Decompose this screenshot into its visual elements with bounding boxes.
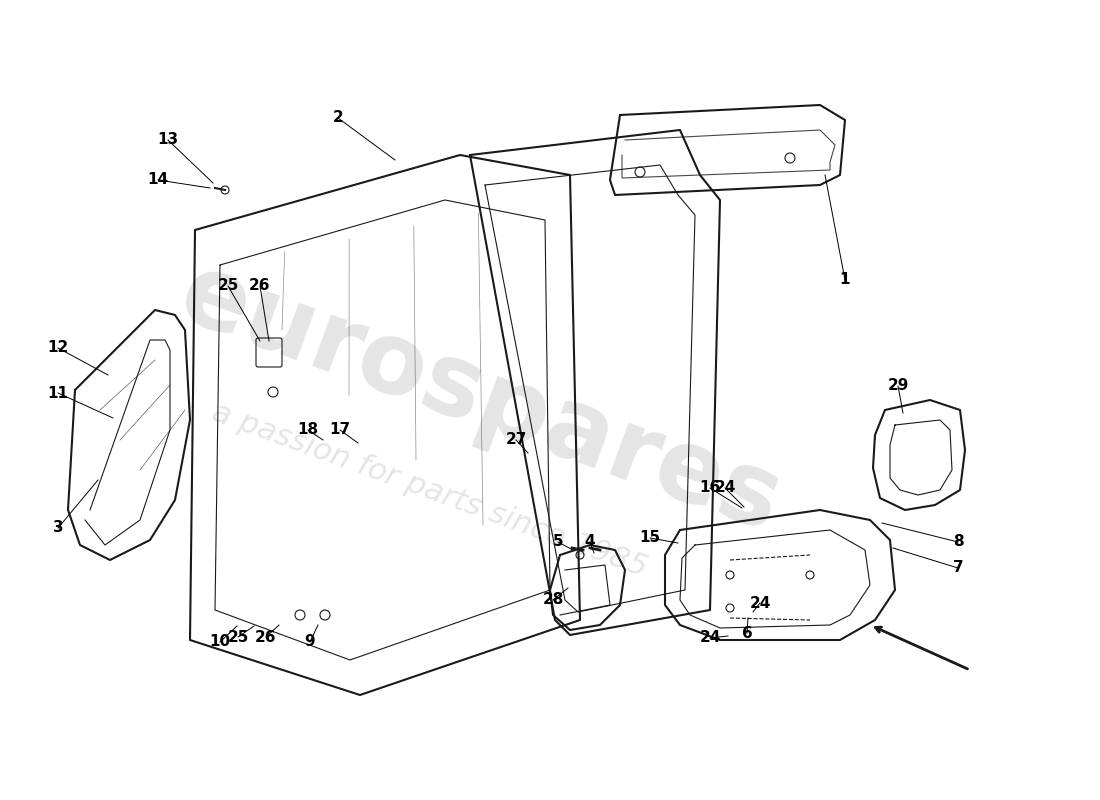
Text: 1: 1: [839, 273, 850, 287]
Text: 18: 18: [297, 422, 319, 438]
Text: 28: 28: [542, 593, 563, 607]
Text: a passion for parts since 1985: a passion for parts since 1985: [208, 398, 651, 582]
Text: 27: 27: [505, 433, 527, 447]
Text: 5: 5: [552, 534, 563, 550]
Text: 2: 2: [332, 110, 343, 126]
Text: 15: 15: [639, 530, 661, 546]
Text: 8: 8: [953, 534, 964, 550]
Text: 26: 26: [255, 630, 277, 645]
Text: 9: 9: [305, 634, 316, 650]
Text: 16: 16: [700, 481, 720, 495]
Text: 6: 6: [741, 626, 752, 641]
Text: 14: 14: [147, 173, 168, 187]
Text: 10: 10: [209, 634, 231, 650]
Text: 4: 4: [585, 534, 595, 550]
Text: 26: 26: [250, 278, 271, 294]
Text: 13: 13: [157, 133, 178, 147]
Text: 17: 17: [329, 422, 351, 438]
Text: 25: 25: [228, 630, 249, 645]
Text: 12: 12: [47, 341, 68, 355]
Text: 24: 24: [714, 481, 736, 495]
Text: eurospares: eurospares: [166, 246, 793, 554]
Text: 29: 29: [888, 378, 909, 394]
Text: 11: 11: [47, 386, 68, 401]
Text: 24: 24: [700, 630, 720, 646]
Text: 24: 24: [749, 595, 771, 610]
Text: 25: 25: [218, 278, 239, 294]
Text: 7: 7: [953, 561, 964, 575]
Text: 3: 3: [53, 521, 64, 535]
